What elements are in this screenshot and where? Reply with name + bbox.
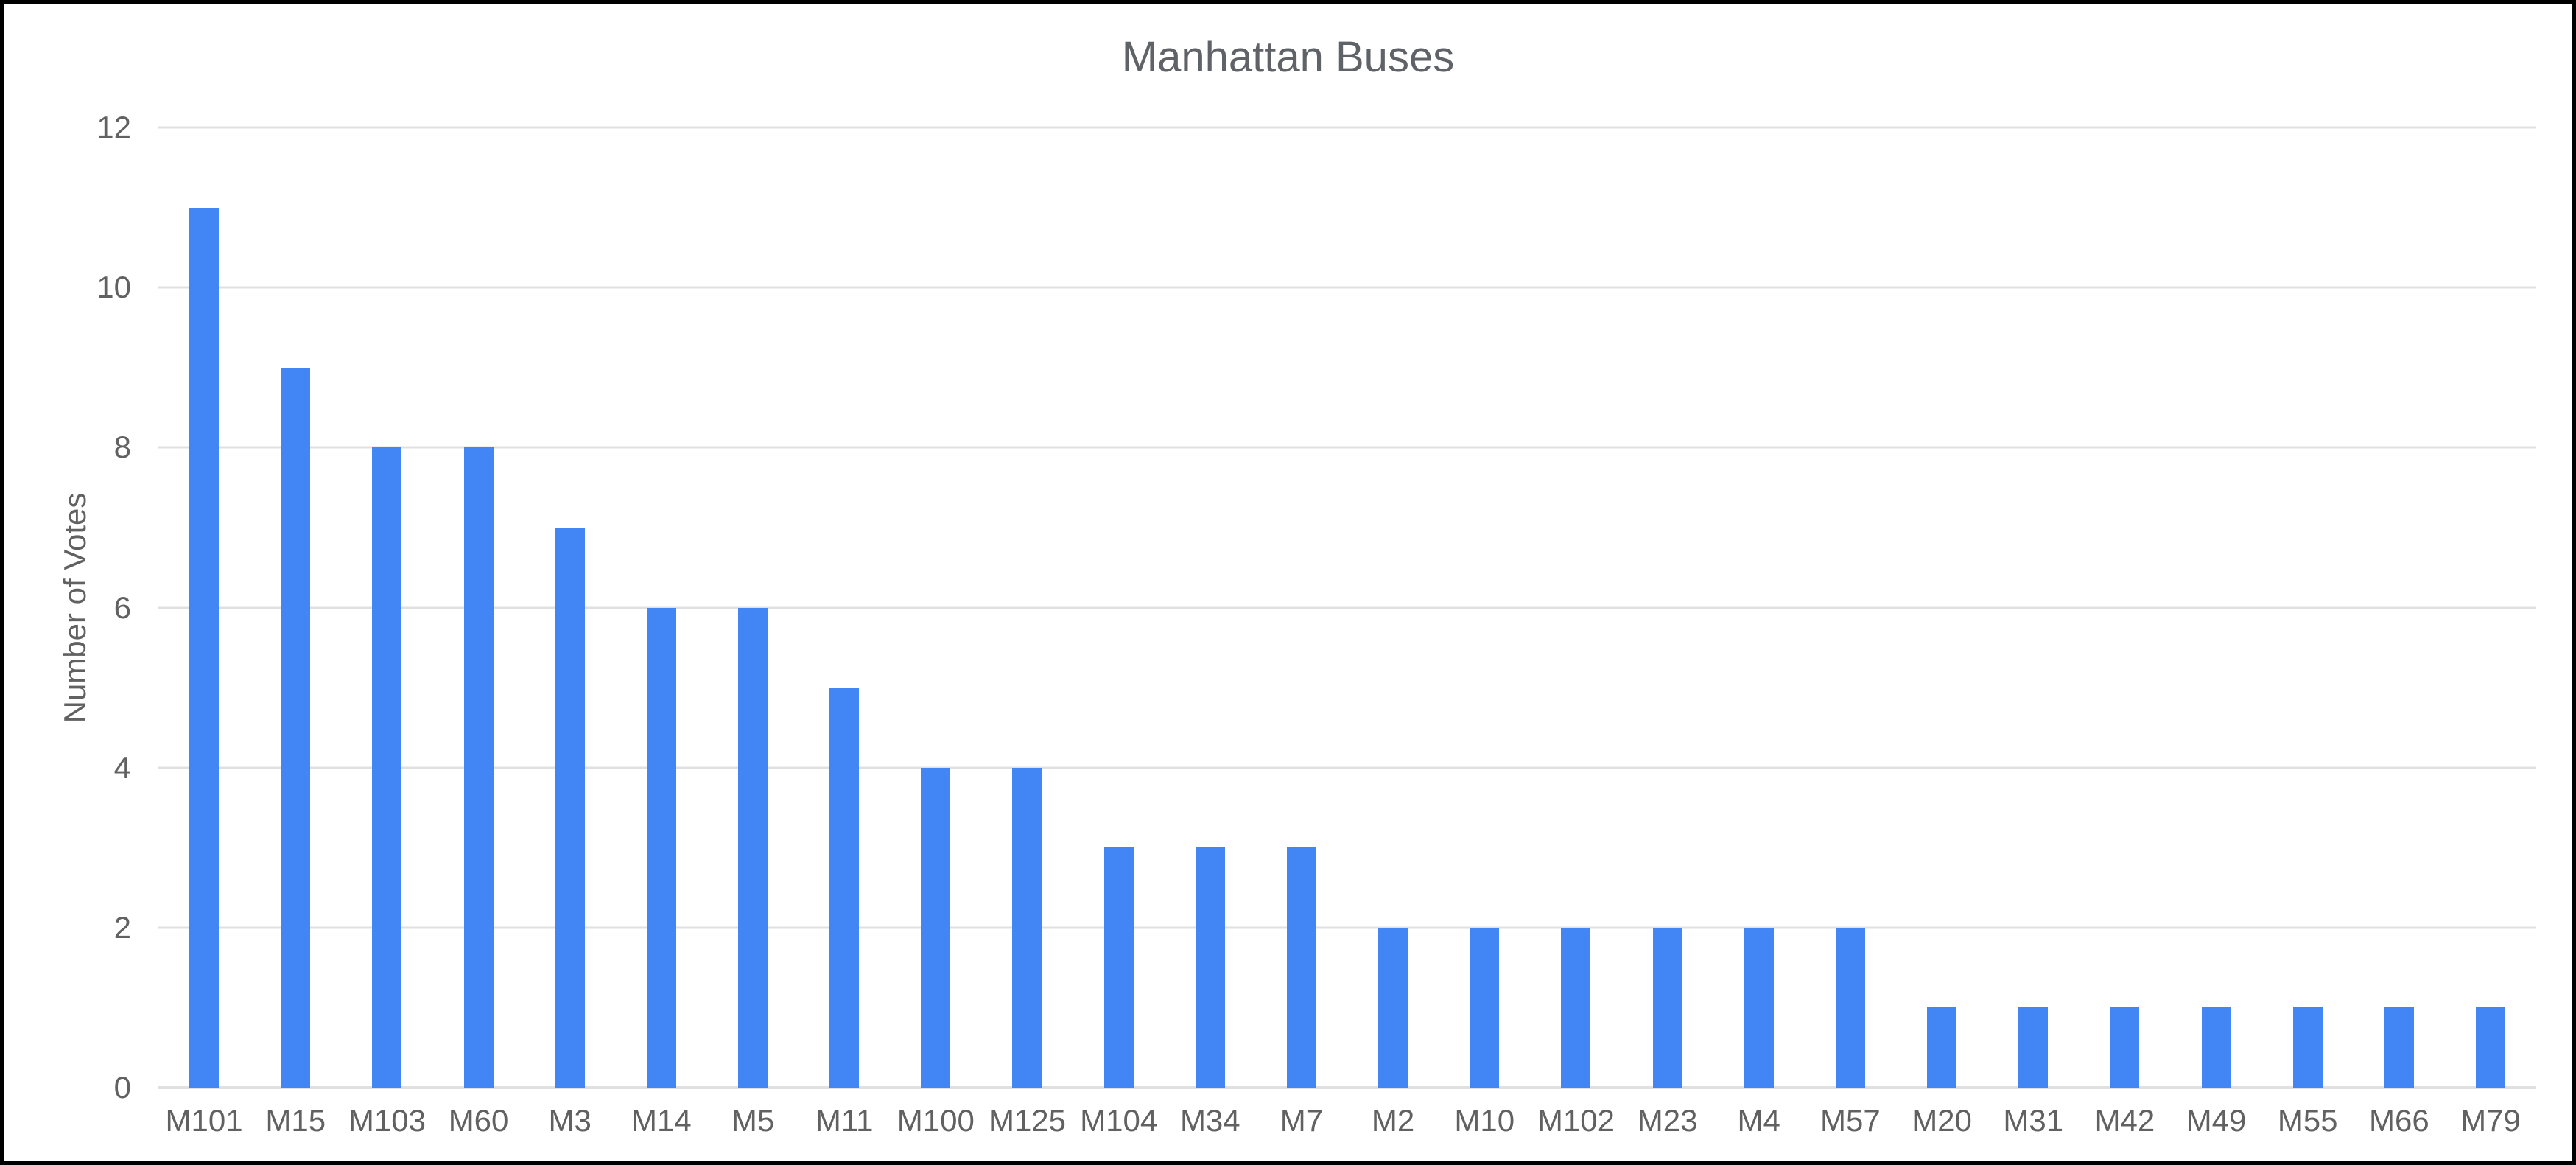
bar-slot xyxy=(2354,127,2445,1088)
bar-m49 xyxy=(2201,1007,2231,1088)
bar-slot xyxy=(1347,127,1439,1088)
bar-m4 xyxy=(1744,927,1774,1088)
bar-slot xyxy=(1896,127,1987,1088)
bar-slot xyxy=(1713,127,1805,1088)
chart-title: Manhattan Buses xyxy=(1121,33,1455,81)
bar-slot xyxy=(2170,127,2261,1088)
bar-m57 xyxy=(1835,927,1865,1088)
gridline xyxy=(158,126,2536,129)
x-tick-label: M79 xyxy=(2460,1103,2521,1138)
gridlines xyxy=(158,126,2536,1089)
bar-slot xyxy=(1165,127,1256,1088)
x-tick-label: M20 xyxy=(1912,1103,1972,1138)
x-tick-label: M31 xyxy=(2003,1103,2064,1138)
x-tick-label: M101 xyxy=(165,1103,243,1138)
x-tick-label: M14 xyxy=(631,1103,692,1138)
y-axis-labels: 0 2 4 6 8 10 12 xyxy=(96,110,131,1105)
x-tick-label: M57 xyxy=(1820,1103,1881,1138)
bar-m55 xyxy=(2292,1007,2323,1088)
bar-slot xyxy=(1805,127,1896,1088)
bar-m101 xyxy=(189,207,220,1088)
x-tick-label: M100 xyxy=(896,1103,975,1138)
x-tick-label: M60 xyxy=(448,1103,509,1138)
x-tick-label: M55 xyxy=(2277,1103,2338,1138)
bar-m11 xyxy=(829,688,860,1088)
x-tick-label: M42 xyxy=(2094,1103,2155,1138)
bar-slot xyxy=(1622,127,1713,1088)
bar-slot xyxy=(2445,127,2536,1088)
bar-slot xyxy=(158,127,250,1088)
bar-m5 xyxy=(738,607,768,1088)
y-axis-title: Number of Votes xyxy=(57,492,92,724)
bar-m14 xyxy=(646,607,676,1088)
x-tick-label: M5 xyxy=(731,1103,775,1138)
x-axis-baseline xyxy=(158,1086,2536,1089)
bar-m20 xyxy=(1927,1007,1957,1088)
bar-m66 xyxy=(2384,1007,2414,1088)
bar-slot xyxy=(1987,127,2079,1088)
x-tick-label: M103 xyxy=(348,1103,426,1138)
bar-slot xyxy=(1256,127,1347,1088)
gridline xyxy=(158,606,2536,609)
bar-slot xyxy=(524,127,616,1088)
gridline xyxy=(158,286,2536,289)
bar-m2 xyxy=(1378,927,1408,1088)
x-tick-label: M34 xyxy=(1179,1103,1240,1138)
bar-slot xyxy=(250,127,341,1088)
bar-m125 xyxy=(1012,767,1042,1088)
bar-m10 xyxy=(1470,927,1500,1088)
bar-slot xyxy=(1073,127,1165,1088)
bar-slot xyxy=(341,127,432,1088)
gridline xyxy=(158,446,2536,449)
bar-slot xyxy=(2079,127,2170,1088)
bar-m3 xyxy=(555,527,585,1088)
bar-slot xyxy=(1530,127,1621,1088)
bar-m7 xyxy=(1286,847,1316,1088)
bar-m102 xyxy=(1561,927,1591,1088)
bar-slot xyxy=(890,127,981,1088)
x-axis-labels: M101 M15 M103 M60 M3 M14 M5 M11 M100 M125 M104 M34 M… xyxy=(158,1103,2536,1138)
bar-m79 xyxy=(2475,1007,2505,1088)
x-tick-label: M102 xyxy=(1537,1103,1615,1138)
x-tick-label: M11 xyxy=(815,1103,874,1138)
gridline xyxy=(158,766,2536,769)
bar-m60 xyxy=(463,447,494,1088)
bar-m34 xyxy=(1195,847,1225,1088)
bar-m23 xyxy=(1652,927,1682,1088)
bar-m15 xyxy=(281,367,311,1088)
bar-m103 xyxy=(372,447,402,1088)
x-tick-label: M4 xyxy=(1737,1103,1780,1138)
bar-m104 xyxy=(1103,847,1134,1088)
bar-slot xyxy=(1439,127,1530,1088)
x-tick-label: M15 xyxy=(265,1103,326,1138)
plot-area: 0 2 4 6 8 10 12 xyxy=(96,110,2536,1105)
bar-slot xyxy=(707,127,799,1088)
x-tick-label: M125 xyxy=(988,1103,1067,1138)
bar-slot xyxy=(981,127,1073,1088)
bar-slot xyxy=(432,127,524,1088)
bar-slot xyxy=(799,127,890,1088)
x-tick-label: M23 xyxy=(1637,1103,1698,1138)
bar-slot xyxy=(616,127,707,1088)
x-tick-label: M3 xyxy=(548,1103,592,1138)
x-tick-label: M7 xyxy=(1280,1103,1324,1138)
x-tick-label: M2 xyxy=(1371,1103,1415,1138)
x-tick-label: M49 xyxy=(2186,1103,2247,1138)
x-tick-label: M66 xyxy=(2368,1103,2429,1138)
bars xyxy=(158,127,2536,1088)
x-tick-label: M104 xyxy=(1080,1103,1158,1138)
gridline xyxy=(158,926,2536,929)
bar-m100 xyxy=(921,767,951,1088)
bar-m31 xyxy=(2018,1007,2049,1088)
bar-slot xyxy=(2262,127,2354,1088)
bar-m42 xyxy=(2110,1007,2140,1088)
x-tick-label: M10 xyxy=(1454,1103,1515,1138)
